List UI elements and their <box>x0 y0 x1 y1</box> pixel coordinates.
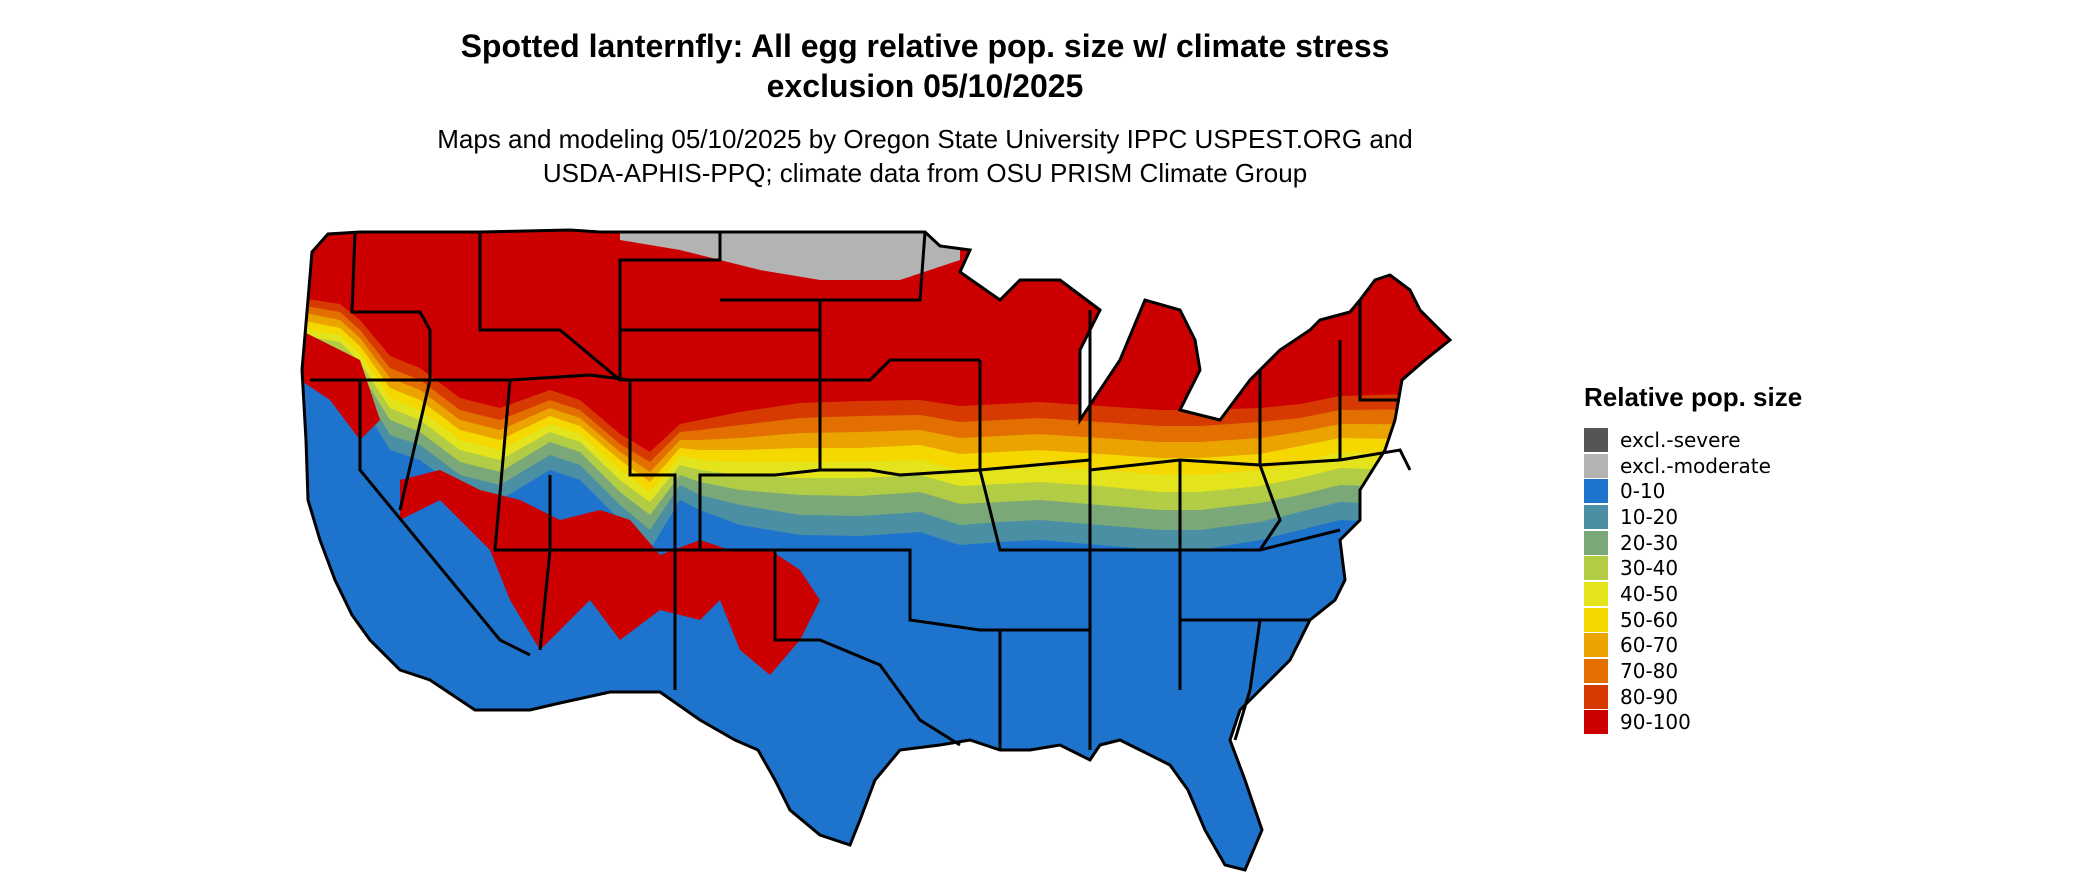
state-borders <box>300 228 1452 872</box>
legend-swatch <box>1584 607 1608 632</box>
legend-items: excl.-severe excl.-moderate 0-10 10-20 20-30… <box>1584 427 1802 735</box>
legend-item: 60-70 <box>1584 633 1802 659</box>
legend-swatch <box>1584 581 1608 606</box>
zone-excl-moderate <box>620 230 960 280</box>
legend-label: 0-10 <box>1620 479 1666 504</box>
legend-item: 80-90 <box>1584 684 1802 710</box>
population-layer <box>302 230 1450 870</box>
map-title-line1: Spotted lanternfly: All egg relative pop… <box>460 28 1390 64</box>
legend-label: 70-80 <box>1620 659 1679 684</box>
legend-swatch <box>1584 453 1608 478</box>
legend-label: 60-70 <box>1620 633 1679 658</box>
legend-title: Relative pop. size <box>1584 382 1803 412</box>
legend-item: 70-80 <box>1584 658 1802 684</box>
zone-90-100-southwest <box>400 470 820 675</box>
legend-item: 0-10 <box>1584 478 1802 504</box>
map-subtitle-line1: Maps and modeling 05/10/2025 by Oregon S… <box>437 124 1413 154</box>
legend-swatch <box>1584 479 1608 504</box>
legend-label: 80-90 <box>1620 684 1679 709</box>
map-subtitle-line2: USDA-APHIS-PPQ; climate data from OSU PR… <box>542 158 1308 188</box>
legend-item: excl.-severe <box>1584 427 1802 453</box>
legend-item: 90-100 <box>1584 710 1802 736</box>
legend-item: 50-60 <box>1584 607 1802 633</box>
legend-swatch <box>1584 710 1608 735</box>
legend-label: excl.-moderate <box>1620 453 1771 478</box>
legend-swatch <box>1584 684 1608 709</box>
legend-label: 90-100 <box>1620 710 1691 735</box>
legend-item: 30-40 <box>1584 555 1802 581</box>
legend-label: 20-30 <box>1620 530 1679 555</box>
legend-label: 50-60 <box>1620 607 1679 632</box>
legend-label: excl.-severe <box>1620 427 1741 452</box>
legend-item: excl.-moderate <box>1584 453 1802 479</box>
legend-swatch <box>1584 530 1608 555</box>
us-map <box>300 228 1452 872</box>
legend-swatch <box>1584 556 1608 581</box>
map-title: Spotted lanternfly: All egg relative pop… <box>0 26 1850 106</box>
legend-item: 20-30 <box>1584 530 1802 556</box>
legend-label: 10-20 <box>1620 504 1679 529</box>
legend-item: 40-50 <box>1584 581 1802 607</box>
legend-swatch <box>1584 659 1608 684</box>
legend-label: 30-40 <box>1620 556 1679 581</box>
legend-item: 10-20 <box>1584 504 1802 530</box>
legend-label: 40-50 <box>1620 581 1679 606</box>
legend-swatch <box>1584 427 1608 452</box>
legend-swatch <box>1584 633 1608 658</box>
map-subtitle: Maps and modeling 05/10/2025 by Oregon S… <box>0 122 1850 190</box>
legend: Relative pop. size excl.-severe excl.-mod… <box>1584 382 1802 735</box>
legend-swatch <box>1584 504 1608 529</box>
map-title-line2: exclusion 05/10/2025 <box>766 68 1084 104</box>
